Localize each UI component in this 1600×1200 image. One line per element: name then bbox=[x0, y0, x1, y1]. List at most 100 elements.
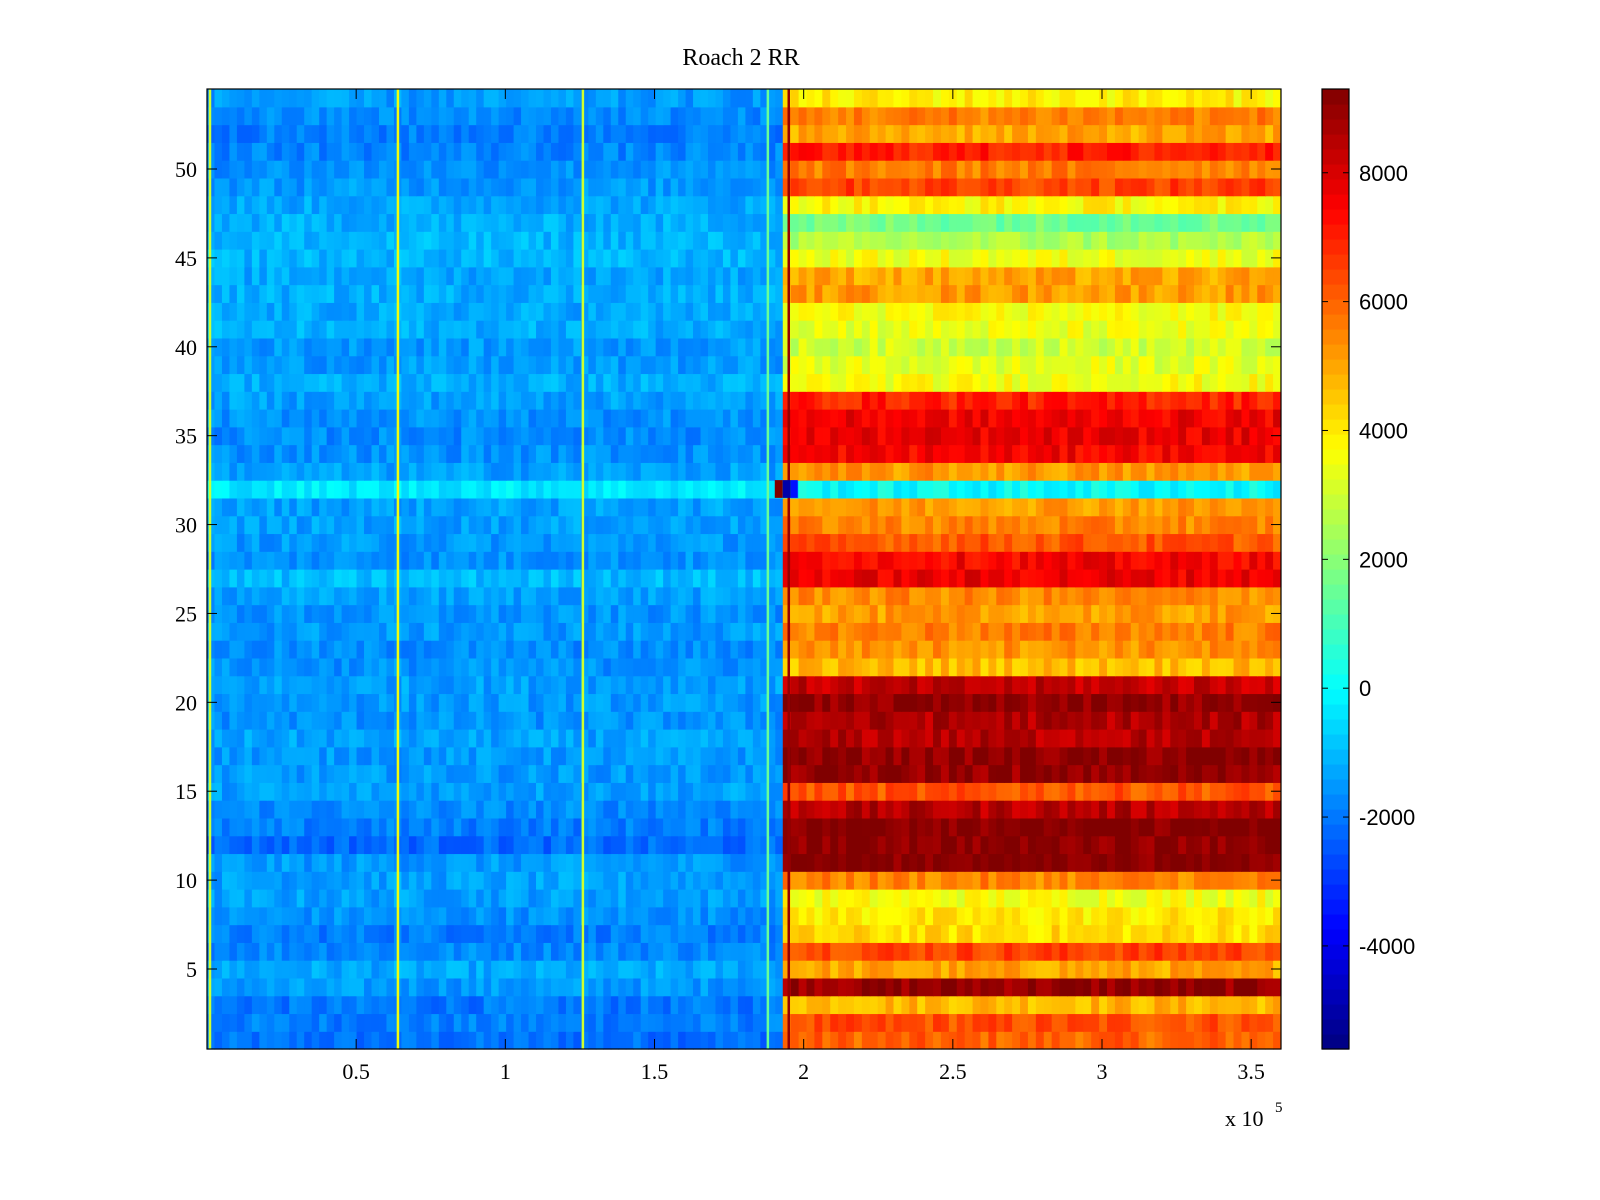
heatmap-cell bbox=[543, 1031, 552, 1050]
heatmap-cell bbox=[877, 764, 887, 783]
heatmap-cell bbox=[1004, 497, 1013, 517]
heatmap-cell bbox=[289, 995, 298, 1015]
heatmap-cell bbox=[678, 711, 687, 730]
heatmap-cell bbox=[349, 426, 358, 446]
heatmap-cell bbox=[980, 746, 989, 766]
heatmap-cell bbox=[1186, 675, 1195, 695]
heatmap-cell bbox=[498, 551, 507, 570]
heatmap-cell bbox=[416, 906, 425, 926]
heatmap-cell bbox=[909, 871, 918, 890]
heatmap-cell bbox=[356, 729, 365, 748]
heatmap-cell bbox=[767, 835, 776, 855]
heatmap-cell bbox=[1186, 960, 1195, 979]
heatmap-cell bbox=[595, 746, 604, 766]
heatmap-cell bbox=[1051, 746, 1061, 766]
heatmap-cell bbox=[1233, 800, 1243, 819]
heatmap-cell bbox=[311, 782, 320, 801]
heatmap-cell bbox=[853, 977, 863, 997]
heatmap-cell bbox=[356, 1031, 365, 1050]
heatmap-cell bbox=[700, 1031, 709, 1050]
heatmap-cell bbox=[1083, 746, 1092, 766]
heatmap-cell bbox=[1170, 462, 1179, 481]
heatmap-cell bbox=[296, 426, 305, 446]
heatmap-cell bbox=[948, 551, 958, 570]
heatmap-cell bbox=[588, 764, 597, 783]
heatmap-cell bbox=[610, 817, 619, 837]
heatmap-cell bbox=[948, 871, 958, 890]
heatmap-cell bbox=[610, 960, 619, 979]
heatmap-cell bbox=[782, 533, 792, 552]
heatmap-cell bbox=[221, 409, 231, 428]
heatmap-cell bbox=[1154, 995, 1163, 1015]
heatmap-cell bbox=[1051, 693, 1061, 712]
heatmap-cell bbox=[1083, 889, 1092, 908]
heatmap-cell bbox=[1075, 800, 1084, 819]
heatmap-cell bbox=[483, 675, 492, 695]
heatmap-cell bbox=[1035, 1013, 1045, 1032]
heatmap-cell bbox=[1209, 1031, 1219, 1050]
heatmap-cell bbox=[1035, 586, 1045, 606]
heatmap-cell bbox=[386, 426, 395, 446]
heatmap-cell bbox=[281, 924, 290, 943]
heatmap-cell bbox=[830, 480, 839, 499]
heatmap-cell bbox=[700, 853, 709, 872]
heatmap-cell bbox=[1012, 693, 1021, 712]
heatmap-cell bbox=[633, 480, 642, 499]
heatmap-cell bbox=[1059, 729, 1069, 748]
heatmap-cell bbox=[625, 1013, 634, 1032]
heatmap-cell bbox=[693, 569, 702, 588]
heatmap-cell bbox=[737, 426, 746, 446]
heatmap-cell bbox=[670, 657, 679, 677]
heatmap-cell bbox=[1027, 444, 1037, 463]
heatmap-cell bbox=[513, 569, 522, 588]
heatmap-cell bbox=[468, 977, 477, 997]
heatmap-cell bbox=[1265, 462, 1274, 481]
heatmap-cell bbox=[438, 924, 447, 943]
heatmap-cell bbox=[760, 604, 769, 623]
heatmap-cell bbox=[364, 409, 373, 428]
heatmap-cell bbox=[476, 960, 485, 979]
heatmap-cell bbox=[408, 729, 417, 748]
heatmap-cell bbox=[491, 871, 500, 890]
heatmap-cell bbox=[259, 693, 268, 712]
heatmap-cell bbox=[853, 889, 863, 908]
heatmap-cell bbox=[1107, 462, 1116, 481]
heatmap-cell bbox=[618, 640, 627, 659]
heatmap-cell bbox=[625, 711, 634, 730]
heatmap-cell bbox=[528, 782, 537, 801]
heatmap-cell bbox=[685, 409, 694, 428]
heatmap-cell bbox=[1154, 551, 1163, 570]
heatmap-cell bbox=[798, 497, 808, 517]
heatmap-cell bbox=[1004, 657, 1013, 677]
heatmap-cell bbox=[790, 1031, 800, 1050]
heatmap-cell bbox=[281, 409, 290, 428]
heatmap-cell bbox=[730, 942, 739, 961]
heatmap-cell bbox=[1154, 977, 1163, 997]
heatmap-cell bbox=[453, 800, 462, 819]
heatmap-cell bbox=[1035, 889, 1045, 908]
heatmap-cell bbox=[1178, 604, 1187, 623]
heatmap-cell bbox=[334, 569, 343, 588]
heatmap-cell bbox=[506, 622, 515, 641]
heatmap-cell bbox=[476, 551, 485, 570]
heatmap-cell bbox=[1004, 853, 1013, 872]
heatmap-cell bbox=[1217, 640, 1227, 659]
heatmap-cell bbox=[917, 764, 926, 783]
heatmap-cell bbox=[266, 995, 275, 1015]
heatmap-cell bbox=[565, 924, 575, 943]
heatmap-cell bbox=[869, 657, 879, 677]
heatmap-cell bbox=[917, 604, 926, 623]
heatmap-cell bbox=[236, 515, 245, 535]
heatmap-cell bbox=[1273, 586, 1281, 606]
heatmap-cell bbox=[453, 889, 462, 908]
heatmap-cell bbox=[1249, 551, 1258, 570]
heatmap-cell bbox=[580, 604, 589, 623]
heatmap-cell bbox=[846, 444, 855, 463]
heatmap-cell bbox=[901, 906, 910, 926]
heatmap-cell bbox=[401, 444, 410, 463]
heatmap-cell bbox=[822, 871, 831, 890]
heatmap-cell bbox=[423, 569, 432, 588]
heatmap-cell bbox=[940, 871, 950, 890]
heatmap-cell bbox=[1162, 444, 1171, 463]
heatmap-cell bbox=[401, 640, 410, 659]
